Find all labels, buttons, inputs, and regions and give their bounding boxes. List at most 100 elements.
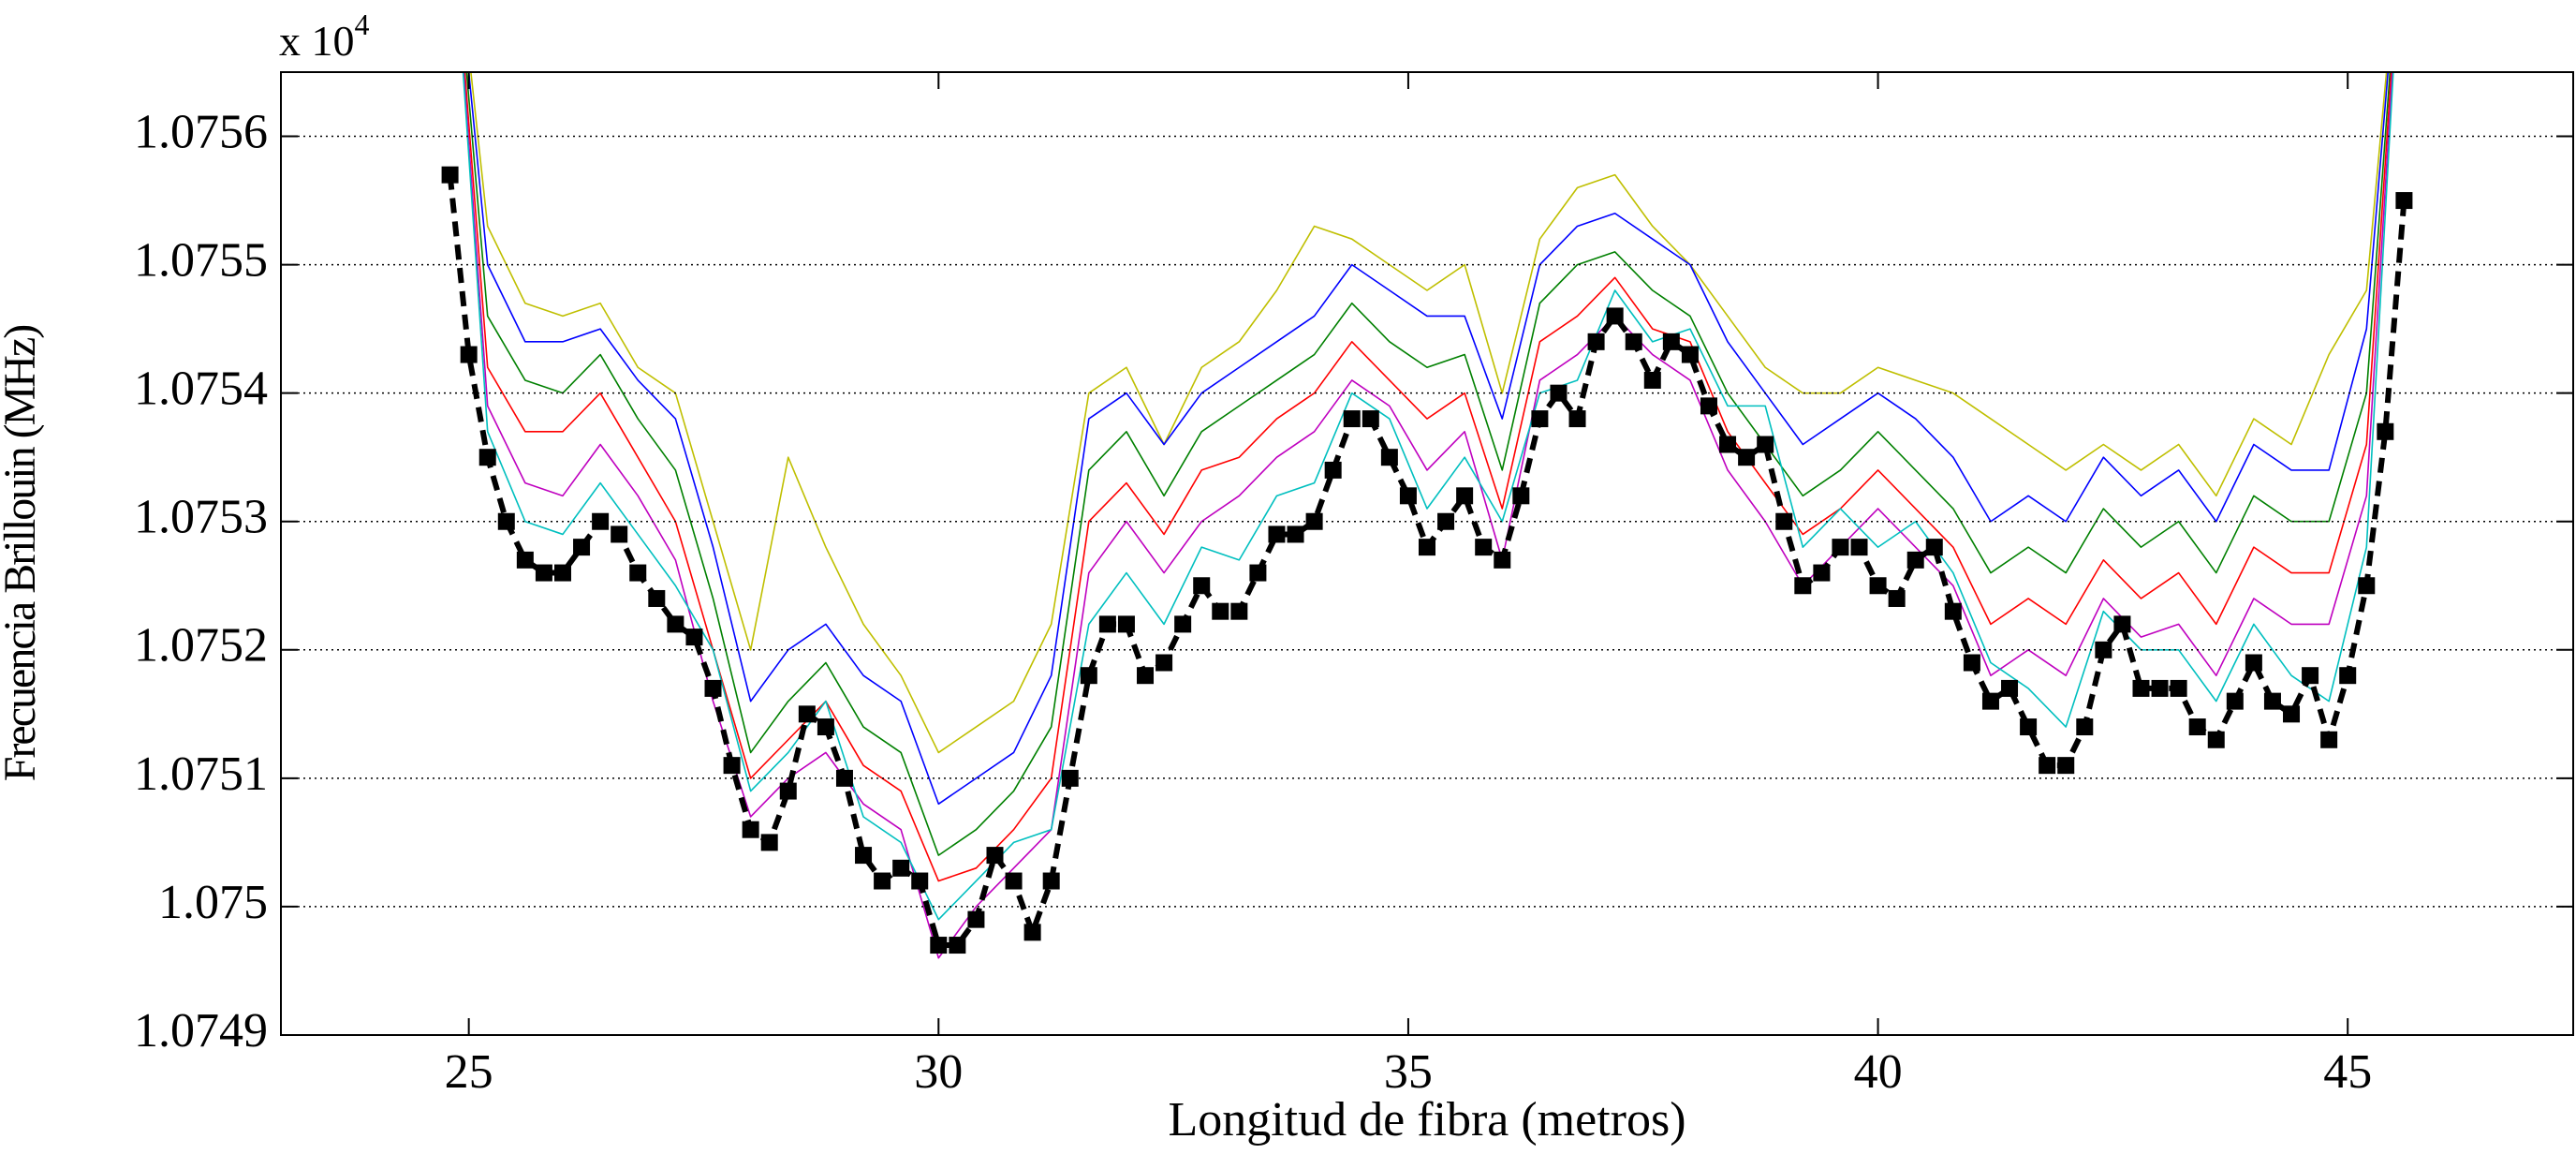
series-marker xyxy=(2188,718,2206,736)
series-marker xyxy=(1757,436,1774,453)
series-marker xyxy=(1042,872,1060,890)
series-marker xyxy=(2170,679,2187,697)
y-multiplier-exponent: 4 xyxy=(355,7,370,41)
series-marker xyxy=(1587,333,1605,350)
series-line xyxy=(462,72,2394,921)
series-marker xyxy=(2113,615,2131,633)
series-marker xyxy=(1230,602,1248,620)
series-marker xyxy=(2263,692,2281,710)
series-marker xyxy=(611,525,628,543)
series-marker xyxy=(553,564,571,582)
series-marker xyxy=(1080,667,1097,685)
series-marker xyxy=(2039,757,2056,775)
series-line xyxy=(467,72,2390,806)
series-marker xyxy=(1568,410,1586,428)
series-marker xyxy=(1681,346,1699,363)
series-marker xyxy=(1193,577,1211,595)
series-marker xyxy=(1212,602,1229,620)
y-multiplier-base: x 10 xyxy=(279,17,355,65)
series-marker xyxy=(986,847,1004,865)
plot-area xyxy=(441,72,2413,959)
series-marker xyxy=(1662,333,1680,350)
series-marker xyxy=(1906,551,1924,569)
series-marker xyxy=(760,834,778,851)
series-marker xyxy=(1437,512,1455,530)
series-marker xyxy=(2076,718,2094,736)
series-marker xyxy=(1832,539,1849,556)
y-axis-label: Frecuencia Brillouin (MHz) xyxy=(0,326,45,782)
series-marker xyxy=(1719,436,1737,453)
series-marker xyxy=(2339,667,2357,685)
series-marker xyxy=(874,872,891,890)
series-marker xyxy=(1625,333,1642,350)
series-marker xyxy=(1512,487,1530,505)
series-marker xyxy=(573,539,591,556)
series-marker xyxy=(1963,654,1980,672)
series-marker xyxy=(1174,615,1192,633)
series-marker xyxy=(516,551,534,569)
series-marker xyxy=(1287,525,1304,543)
y-tick-label: 1.0752 xyxy=(134,619,268,673)
series-marker xyxy=(779,782,797,800)
series-marker xyxy=(855,847,873,865)
series-marker xyxy=(1098,615,1116,633)
series-marker xyxy=(1888,589,1906,607)
series-marker xyxy=(1775,512,1793,530)
series-marker xyxy=(1550,384,1568,402)
series-line xyxy=(464,72,2392,882)
series-marker xyxy=(1268,525,1286,543)
series-marker xyxy=(441,166,459,184)
series-marker xyxy=(2207,731,2225,748)
series-marker xyxy=(2395,192,2413,210)
series-marker xyxy=(1794,577,1812,595)
series-marker xyxy=(2001,679,2019,697)
series-marker xyxy=(1156,654,1173,672)
series-marker xyxy=(967,910,985,928)
series-marker xyxy=(1324,461,1342,479)
series-marker xyxy=(1700,397,1717,415)
series-marker xyxy=(704,679,722,697)
series-marker xyxy=(592,512,610,530)
x-tick-label: 30 xyxy=(914,1045,963,1099)
series-marker xyxy=(2283,705,2301,723)
series-marker xyxy=(930,937,948,954)
x-axis-label: Longitud de fibra (metros) xyxy=(1168,1093,1685,1147)
series-marker xyxy=(2095,641,2112,658)
series-marker xyxy=(1419,539,1435,556)
y-tick-label: 1.0755 xyxy=(134,234,268,288)
x-tick-label: 45 xyxy=(2323,1045,2372,1099)
series-marker xyxy=(1981,692,1999,710)
y-tick-label: 1.075 xyxy=(158,876,268,929)
series-marker xyxy=(1850,539,1868,556)
series-marker xyxy=(1380,449,1398,466)
series-marker xyxy=(817,718,834,736)
series-marker xyxy=(1606,307,1624,325)
series-marker xyxy=(1869,577,1887,595)
series-marker xyxy=(2302,667,2319,685)
series-marker xyxy=(667,615,684,633)
series-marker xyxy=(949,937,966,954)
x-tick-label: 25 xyxy=(445,1045,493,1099)
series-marker xyxy=(1343,410,1361,428)
y-multiplier: x 104 xyxy=(279,7,370,64)
series-marker xyxy=(1117,615,1135,633)
series-marker xyxy=(1738,449,1756,466)
series-marker xyxy=(460,346,478,363)
series-marker xyxy=(1061,769,1079,787)
series-marker xyxy=(1475,539,1493,556)
series-marker xyxy=(1925,539,1943,556)
series-marker xyxy=(1494,551,1511,569)
series-line xyxy=(463,72,2393,959)
series-marker xyxy=(1531,410,1549,428)
series-marker xyxy=(1643,371,1661,389)
series-marker xyxy=(1456,487,1474,505)
series-marker xyxy=(1944,602,1962,620)
series-marker xyxy=(1137,667,1155,685)
series-marker xyxy=(685,629,703,646)
series-marker xyxy=(2057,757,2075,775)
series-marker xyxy=(1305,512,1323,530)
y-tick-label: 1.0753 xyxy=(134,491,268,544)
